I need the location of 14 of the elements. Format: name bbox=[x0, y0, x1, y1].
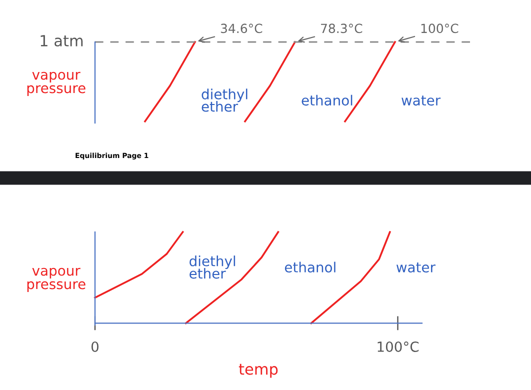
series-label: diethyl ether bbox=[190, 256, 236, 279]
ref-line-label: 1 atm bbox=[40, 35, 83, 46]
x-axis-title: temp bbox=[238, 364, 278, 378]
text: 100°C bbox=[421, 24, 458, 34]
text: diethyl ether bbox=[202, 88, 248, 112]
x-tick-label: 0 bbox=[91, 341, 98, 352]
y-axis-title: vapour pressure bbox=[27, 72, 86, 96]
text: water bbox=[402, 96, 441, 106]
text: 78.3°C bbox=[321, 24, 362, 34]
text: 34.6°C bbox=[220, 24, 262, 34]
text: ethanol bbox=[302, 94, 352, 106]
series-label: water bbox=[396, 262, 436, 272]
y-axis-title: vapour pressure bbox=[27, 268, 86, 292]
series-label: ethanol bbox=[284, 262, 336, 272]
